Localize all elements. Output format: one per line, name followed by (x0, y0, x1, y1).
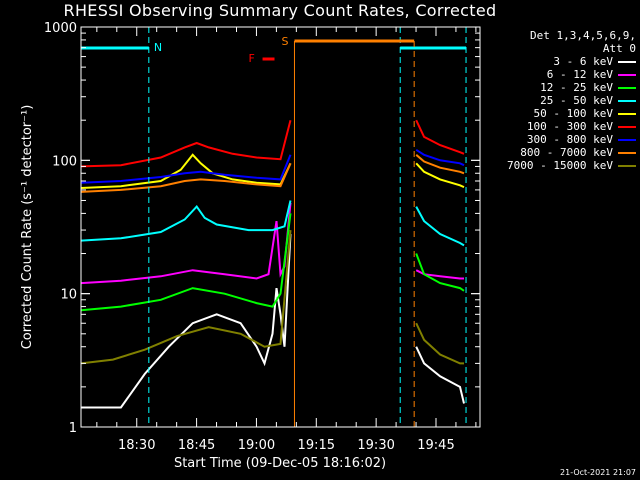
series-line-after-gap-7000-15000-kev-kev (415, 322, 464, 365)
legend-label: 100 - 300 keV (526, 120, 613, 133)
x-tick-label: 19:45 (417, 438, 454, 453)
legend-swatch (618, 112, 636, 115)
legend: Det 1,3,4,5,6,9, Att 0 3 - 6 keV 6 - 12 k… (470, 29, 636, 172)
series-line-after-gap-100-300-kev-kev (415, 119, 465, 155)
series-line-after-gap-12-25-kev-kev (415, 253, 465, 292)
legend-swatch (618, 73, 636, 76)
x-tick-label: 18:30 (118, 438, 155, 453)
series-line-25-50-kev-kev (80, 200, 292, 242)
axis-layer: 18:30 18:45 19:00 19:15 19:30 19:45 1 10 100 1000 (44, 21, 480, 453)
legend-item: 50 - 100 keV (470, 107, 636, 120)
series-line-6-12-kev-kev (80, 202, 292, 285)
series-layer (80, 119, 465, 409)
legend-item: 6 - 12 keV (470, 68, 636, 81)
series-line-800-7000-kev-kev (80, 162, 292, 193)
series-line-50-100-kev-kev (80, 153, 292, 189)
series-line-after-gap-3-6-kev-kev (415, 346, 465, 404)
legend-item: 7000 - 15000 keV (470, 159, 636, 172)
legend-label: 6 - 12 keV (546, 68, 613, 81)
series-line-300-800-kev-kev (80, 154, 292, 184)
series-line-7000-15000-kev-kev (80, 230, 292, 365)
legend-swatch (618, 151, 636, 154)
x-tick-label: 19:15 (298, 438, 335, 453)
legend-item: 25 - 50 keV (470, 94, 636, 107)
flare-label: F (249, 52, 255, 65)
series-line-100-300-kev-kev (80, 119, 292, 168)
x-tick-label: 19:30 (357, 438, 394, 453)
series-line-after-gap-50-100-kev-kev (415, 162, 465, 189)
legend-item: 300 - 800 keV (470, 133, 636, 146)
x-axis-label: Start Time (09-Dec-05 18:16:02) (174, 456, 386, 471)
series-line-after-gap-300-800-kev-kev (415, 148, 465, 167)
legend-item: 12 - 25 keV (470, 81, 636, 94)
y-tick-label: 100 (52, 154, 77, 169)
legend-swatch (618, 99, 636, 102)
legend-label: 7000 - 15000 keV (507, 159, 613, 172)
chart-title: RHESSI Observing Summary Count Rates, Co… (63, 1, 497, 20)
legend-swatch (618, 60, 636, 63)
y-tick-label: 1000 (44, 21, 77, 36)
legend-detectors: Det 1,3,4,5,6,9, (530, 29, 636, 42)
legend-swatch (618, 164, 636, 167)
legend-label: 12 - 25 keV (540, 81, 613, 94)
annotation-layer: N S F (80, 27, 467, 427)
x-tick-label: 19:00 (238, 438, 275, 453)
saa-label: S (281, 35, 288, 48)
legend-attenuator: Att 0 (602, 42, 636, 55)
plot-frame (80, 26, 481, 428)
y-axis-label: Corrected Count Rate (s⁻¹ detector⁻¹) (20, 105, 35, 350)
legend-item: 100 - 300 keV (470, 120, 636, 133)
footer-date: 21-Oct-2021 21:07 (560, 468, 636, 477)
legend-label: 300 - 800 keV (526, 133, 613, 146)
legend-swatch (618, 138, 636, 141)
legend-swatch (618, 86, 636, 89)
night-label: N (154, 41, 162, 54)
series-line-after-gap-25-50-kev-kev (415, 206, 465, 247)
legend-item: 3 - 6 keV (470, 55, 636, 68)
legend-swatch (618, 125, 636, 128)
legend-label: 50 - 100 keV (533, 107, 613, 120)
legend-label: 800 - 7000 keV (520, 146, 613, 159)
series-line-after-gap-6-12-kev-kev (415, 269, 464, 280)
legend-rows: 3 - 6 keV 6 - 12 keV 12 - 25 keV 25 - 50 ke… (470, 55, 636, 172)
y-tick-label: 10 (60, 288, 77, 303)
series-line-3-6-kev-kev (81, 233, 292, 409)
legend-label: 25 - 50 keV (540, 94, 613, 107)
legend-item: 800 - 7000 keV (470, 146, 636, 159)
x-tick-label: 18:45 (178, 438, 215, 453)
legend-label: 3 - 6 keV (553, 55, 613, 68)
y-tick-label: 1 (69, 421, 77, 436)
series-line-after-gap-800-7000-kev-kev (415, 154, 465, 175)
series-line-12-25-kev-kev (80, 213, 292, 312)
